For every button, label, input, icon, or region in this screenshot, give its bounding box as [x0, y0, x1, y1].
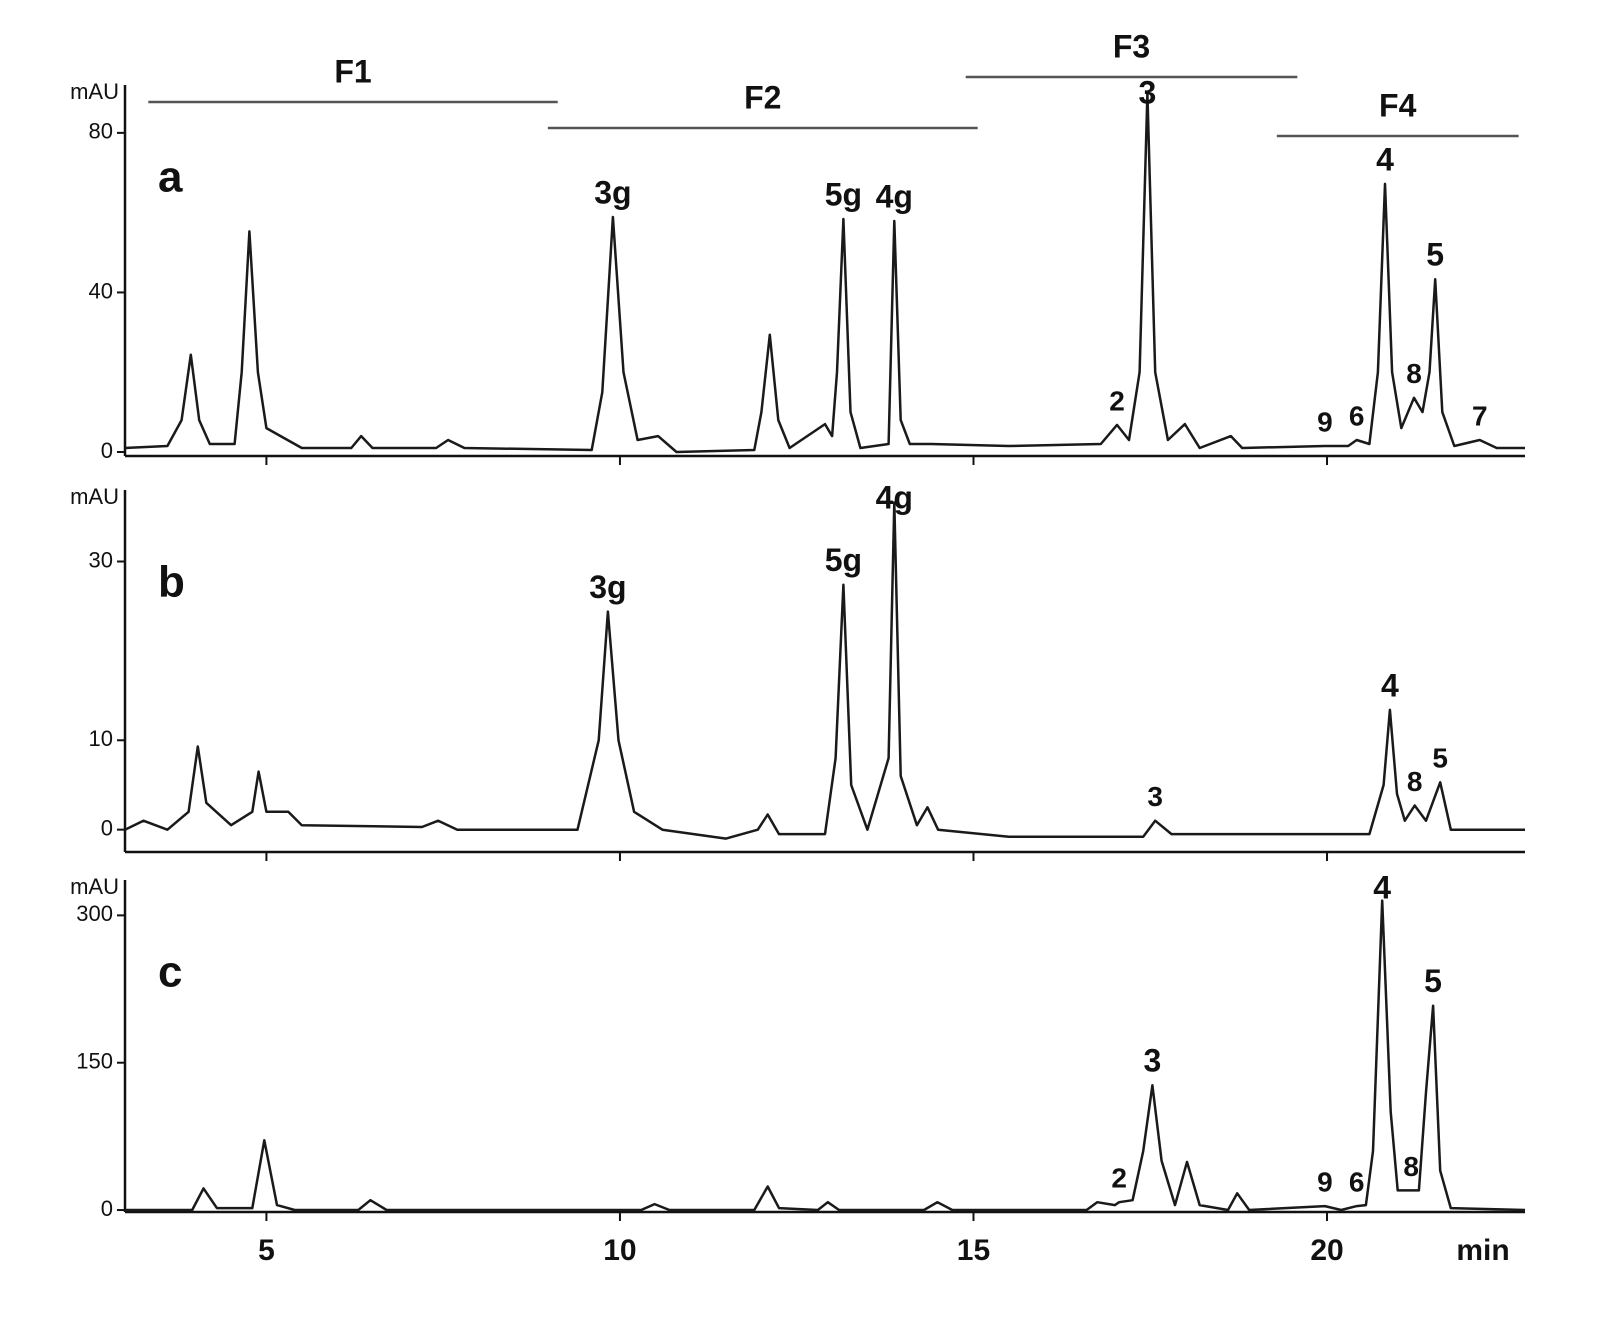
- peak-label: 6: [1349, 400, 1365, 431]
- fraction-label: F1: [334, 53, 371, 89]
- peak-label: 6: [1349, 1166, 1365, 1197]
- peak-label: 4: [1381, 667, 1399, 703]
- x-tick-label: 5: [258, 1234, 275, 1267]
- peak-label: 3: [1143, 1043, 1161, 1079]
- panel-label: c: [158, 948, 182, 997]
- peak-label: 4g: [876, 178, 913, 214]
- fraction-label: F3: [1113, 28, 1150, 64]
- x-tick-label: 10: [603, 1234, 636, 1267]
- x-tick-label: 20: [1310, 1234, 1343, 1267]
- peak-label: 9: [1317, 1166, 1333, 1197]
- y-tick-label: 0: [101, 1196, 113, 1221]
- y-tick-label: 300: [76, 901, 113, 926]
- y-tick-label: 0: [101, 815, 113, 840]
- x-axis-label: min: [1456, 1234, 1509, 1267]
- peak-label: 3g: [589, 569, 626, 605]
- chromatogram-trace: [125, 899, 1526, 1212]
- peak-label: 2: [1111, 1163, 1127, 1194]
- peak-label: 5: [1424, 963, 1442, 999]
- x-tick-label: 15: [957, 1234, 990, 1267]
- y-tick-label: 80: [89, 119, 113, 144]
- y-axis-label: mAU: [70, 874, 119, 899]
- peak-label: 4g: [876, 479, 913, 515]
- peak-label: 4: [1373, 869, 1391, 905]
- peak-label: 4: [1376, 141, 1394, 177]
- y-tick-label: 0: [101, 438, 113, 463]
- peak-label: 8: [1406, 358, 1422, 389]
- peak-label: 8: [1403, 1151, 1419, 1182]
- y-tick-label: 10: [89, 726, 113, 751]
- chromatogram-trace: [124, 501, 1525, 840]
- peak-label: 5: [1432, 743, 1448, 774]
- peak-label: 3: [1147, 781, 1163, 812]
- peak-label: 2: [1109, 385, 1125, 416]
- peak-label: 7: [1472, 400, 1488, 431]
- fraction-label: F4: [1379, 87, 1417, 123]
- y-axis-label: mAU: [70, 79, 119, 104]
- panel-label: a: [158, 153, 183, 202]
- y-tick-label: 30: [89, 547, 113, 572]
- y-tick-label: 150: [76, 1049, 113, 1074]
- peak-label: 5g: [825, 542, 862, 578]
- peak-label: 5: [1426, 237, 1444, 273]
- peak-label: 8: [1407, 766, 1423, 797]
- chromatogram-trace: [124, 92, 1525, 454]
- panel-label: b: [158, 558, 185, 607]
- y-tick-label: 40: [89, 278, 113, 303]
- peak-label: 3: [1139, 74, 1157, 110]
- y-axis-label: mAU: [70, 484, 119, 509]
- peak-label: 9: [1317, 406, 1333, 437]
- fraction-label: F2: [744, 79, 781, 115]
- peak-label: 3g: [594, 174, 631, 210]
- peak-label: 5g: [825, 176, 862, 212]
